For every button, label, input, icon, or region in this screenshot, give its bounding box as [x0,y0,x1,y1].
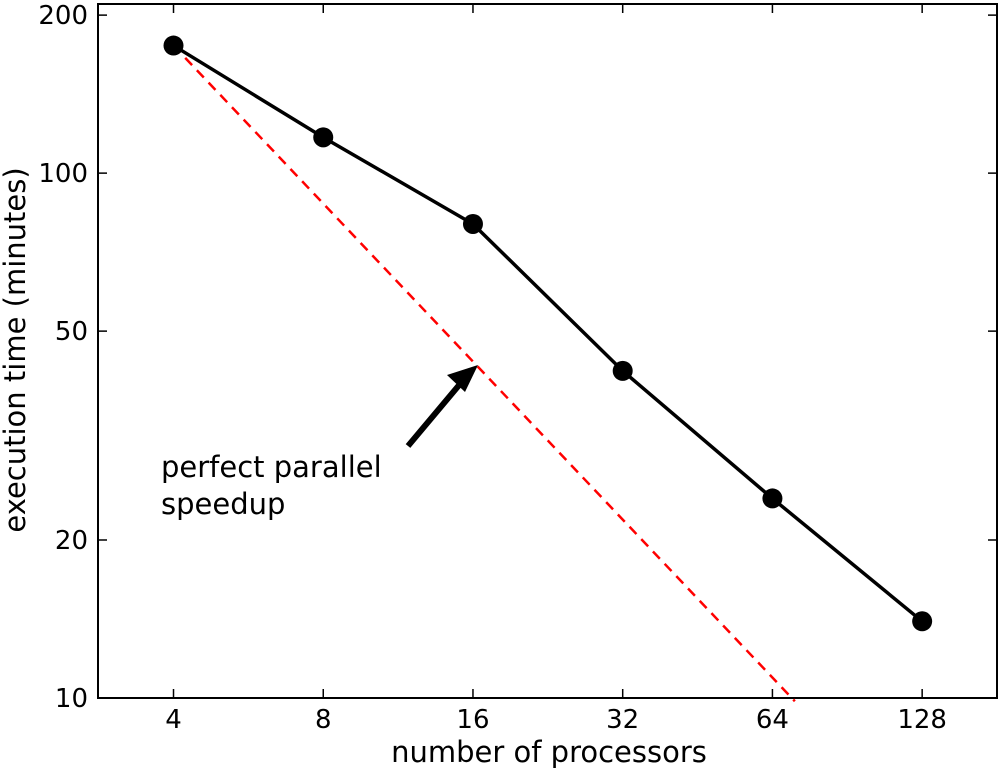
x-tick-label: 8 [315,705,332,735]
x-axis-label: number of processors [391,735,707,769]
data-point [163,35,184,56]
y-axis-ticks: 10 20 50 100 200 [38,1,997,714]
annotation-line-1: perfect parallel [161,450,382,484]
data-point [762,488,783,509]
series-group [163,35,933,632]
x-tick-label: 16 [456,705,489,735]
y-tick-label: 20 [55,526,88,556]
plot-area [97,3,998,699]
y-axis-label: execution time (minutes) [0,167,32,532]
x-tick-label: 32 [606,705,639,735]
annotation-arrow-head [447,365,478,392]
y-tick-label: 50 [55,317,88,347]
x-tick-label: 64 [756,705,789,735]
y-tick-label: 200 [38,1,88,31]
y-tick-label: 10 [55,684,88,714]
data-point [462,213,483,234]
annotation: perfect parallel speedup [161,365,478,521]
plot-frame [97,3,998,699]
x-tick-label: 128 [897,705,947,735]
annotation-line-2: speedup [161,487,285,521]
data-point [612,360,633,381]
series-line [172,44,924,623]
x-axis-ticks: 4 8 16 32 64 128 [165,4,947,735]
annotation-arrow-shaft [405,382,463,448]
perfect-speedup-line [172,44,796,703]
data-point [912,611,933,632]
y-tick-label: 100 [38,159,88,189]
data-point [313,127,334,148]
reference-line-group [172,44,796,703]
x-tick-label: 4 [165,705,182,735]
